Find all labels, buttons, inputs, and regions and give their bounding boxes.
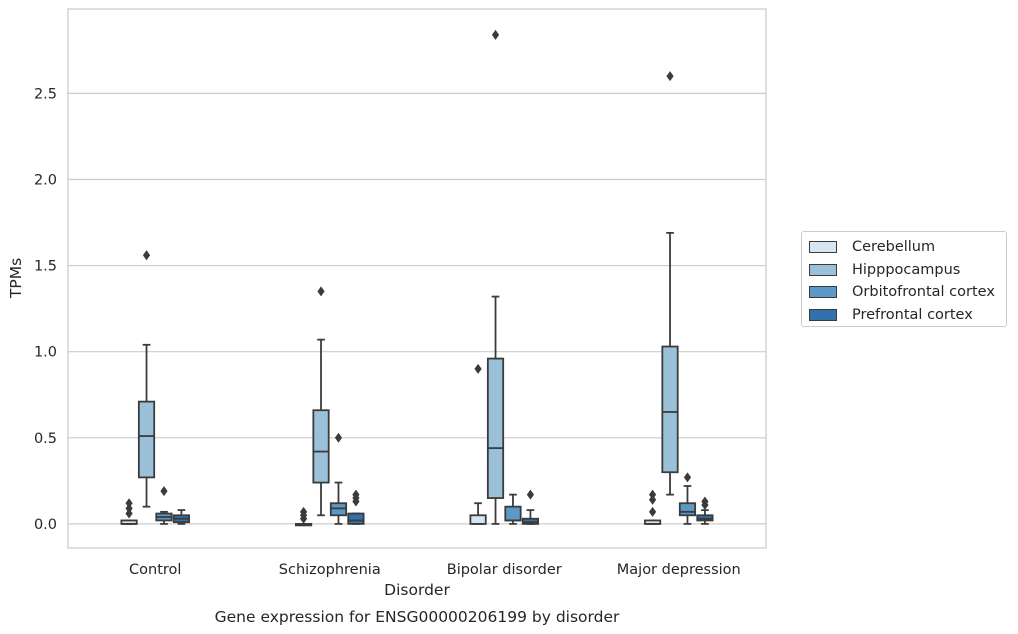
legend: Cerebellum Hipppocampus Orbitofrontal cort… [801, 231, 1007, 327]
legend-swatch [809, 241, 837, 254]
x-tick-label-0: Control [129, 562, 181, 578]
legend-swatch [809, 263, 837, 276]
box-body [661, 345, 679, 474]
plot-boxes [120, 29, 714, 527]
flier-0 [334, 432, 343, 443]
box-1-3 [661, 71, 679, 496]
legend-item-2: Orbitofrontal cortex [809, 281, 1006, 304]
box-2-3 [678, 472, 697, 525]
flier-2 [125, 498, 133, 509]
box-2-0 [155, 486, 173, 525]
flier-0 [160, 486, 168, 497]
flier-1 [125, 503, 133, 514]
flier-2 [299, 506, 308, 517]
flier-2 [352, 489, 360, 500]
box-0-2 [469, 363, 487, 525]
legend-item-0: Cerebellum [809, 236, 1006, 259]
x-tick-labels: Control Schizophrenia Bipolar disorder Majo… [129, 562, 741, 578]
legend-item-3: Prefrontal cortex [809, 304, 1006, 327]
flier-0 [317, 286, 325, 297]
box-2-1 [329, 432, 348, 525]
flier-0 [491, 29, 500, 40]
flier-1 [701, 496, 709, 507]
box-body [486, 357, 505, 499]
y-tick-label-1: 0.5 [34, 431, 57, 447]
flier-0 [474, 363, 482, 374]
box-body [137, 400, 156, 479]
box-1-0 [137, 250, 156, 508]
y-tick-label-0: 0.0 [34, 517, 57, 533]
x-tick-label-2: Bipolar disorder [447, 562, 562, 578]
box-body [504, 505, 522, 522]
flier-0 [666, 71, 674, 82]
x-axis-label: Disorder [384, 581, 450, 599]
legend-label: Hipppocampus [852, 261, 961, 278]
box-0-0 [120, 498, 138, 525]
box-1-2 [486, 29, 505, 525]
box-body [312, 409, 330, 484]
flier-0 [648, 506, 657, 517]
box-body [347, 512, 365, 525]
x-tick-label-1: Schizophrenia [279, 562, 381, 578]
legend-label: Cerebellum [852, 239, 936, 256]
box-0-1 [294, 506, 313, 527]
box-body [678, 502, 697, 517]
box-body [469, 514, 487, 525]
legend-item-1: Hipppocampus [809, 259, 1006, 282]
box-0-3 [643, 489, 662, 525]
gridlines [68, 92, 766, 525]
box-3-3 [696, 496, 714, 525]
y-tick-label-3: 1.5 [34, 259, 57, 275]
box-3-0 [172, 509, 191, 525]
x-tick-label-3: Major depression [617, 562, 741, 578]
y-tick-label-4: 2.0 [34, 172, 57, 188]
flier-0 [125, 508, 133, 519]
plot-frame [67, 8, 767, 549]
y-axis-label: TPMs [7, 258, 25, 299]
y-tick-label-5: 2.5 [34, 86, 57, 102]
box-3-1 [347, 489, 365, 525]
flier-2 [648, 489, 657, 500]
flier-0 [526, 489, 535, 500]
box-2-2 [504, 493, 522, 525]
flier-1 [648, 494, 657, 505]
box-3-2 [521, 489, 540, 525]
flier-0 [683, 472, 692, 483]
box-1-1 [312, 286, 330, 517]
legend-label: Prefrontal cortex [852, 306, 973, 323]
flier-0 [142, 250, 151, 261]
chart-title: Gene expression for ENSG00000206199 by d… [215, 608, 620, 626]
legend-swatch [809, 308, 837, 321]
legend-swatch [809, 286, 837, 299]
y-tick-labels: 0.0 0.5 1.0 1.5 2.0 2.5 [34, 86, 57, 533]
legend-label: Orbitofrontal cortex [852, 284, 995, 301]
y-tick-label-2: 1.0 [34, 345, 57, 361]
